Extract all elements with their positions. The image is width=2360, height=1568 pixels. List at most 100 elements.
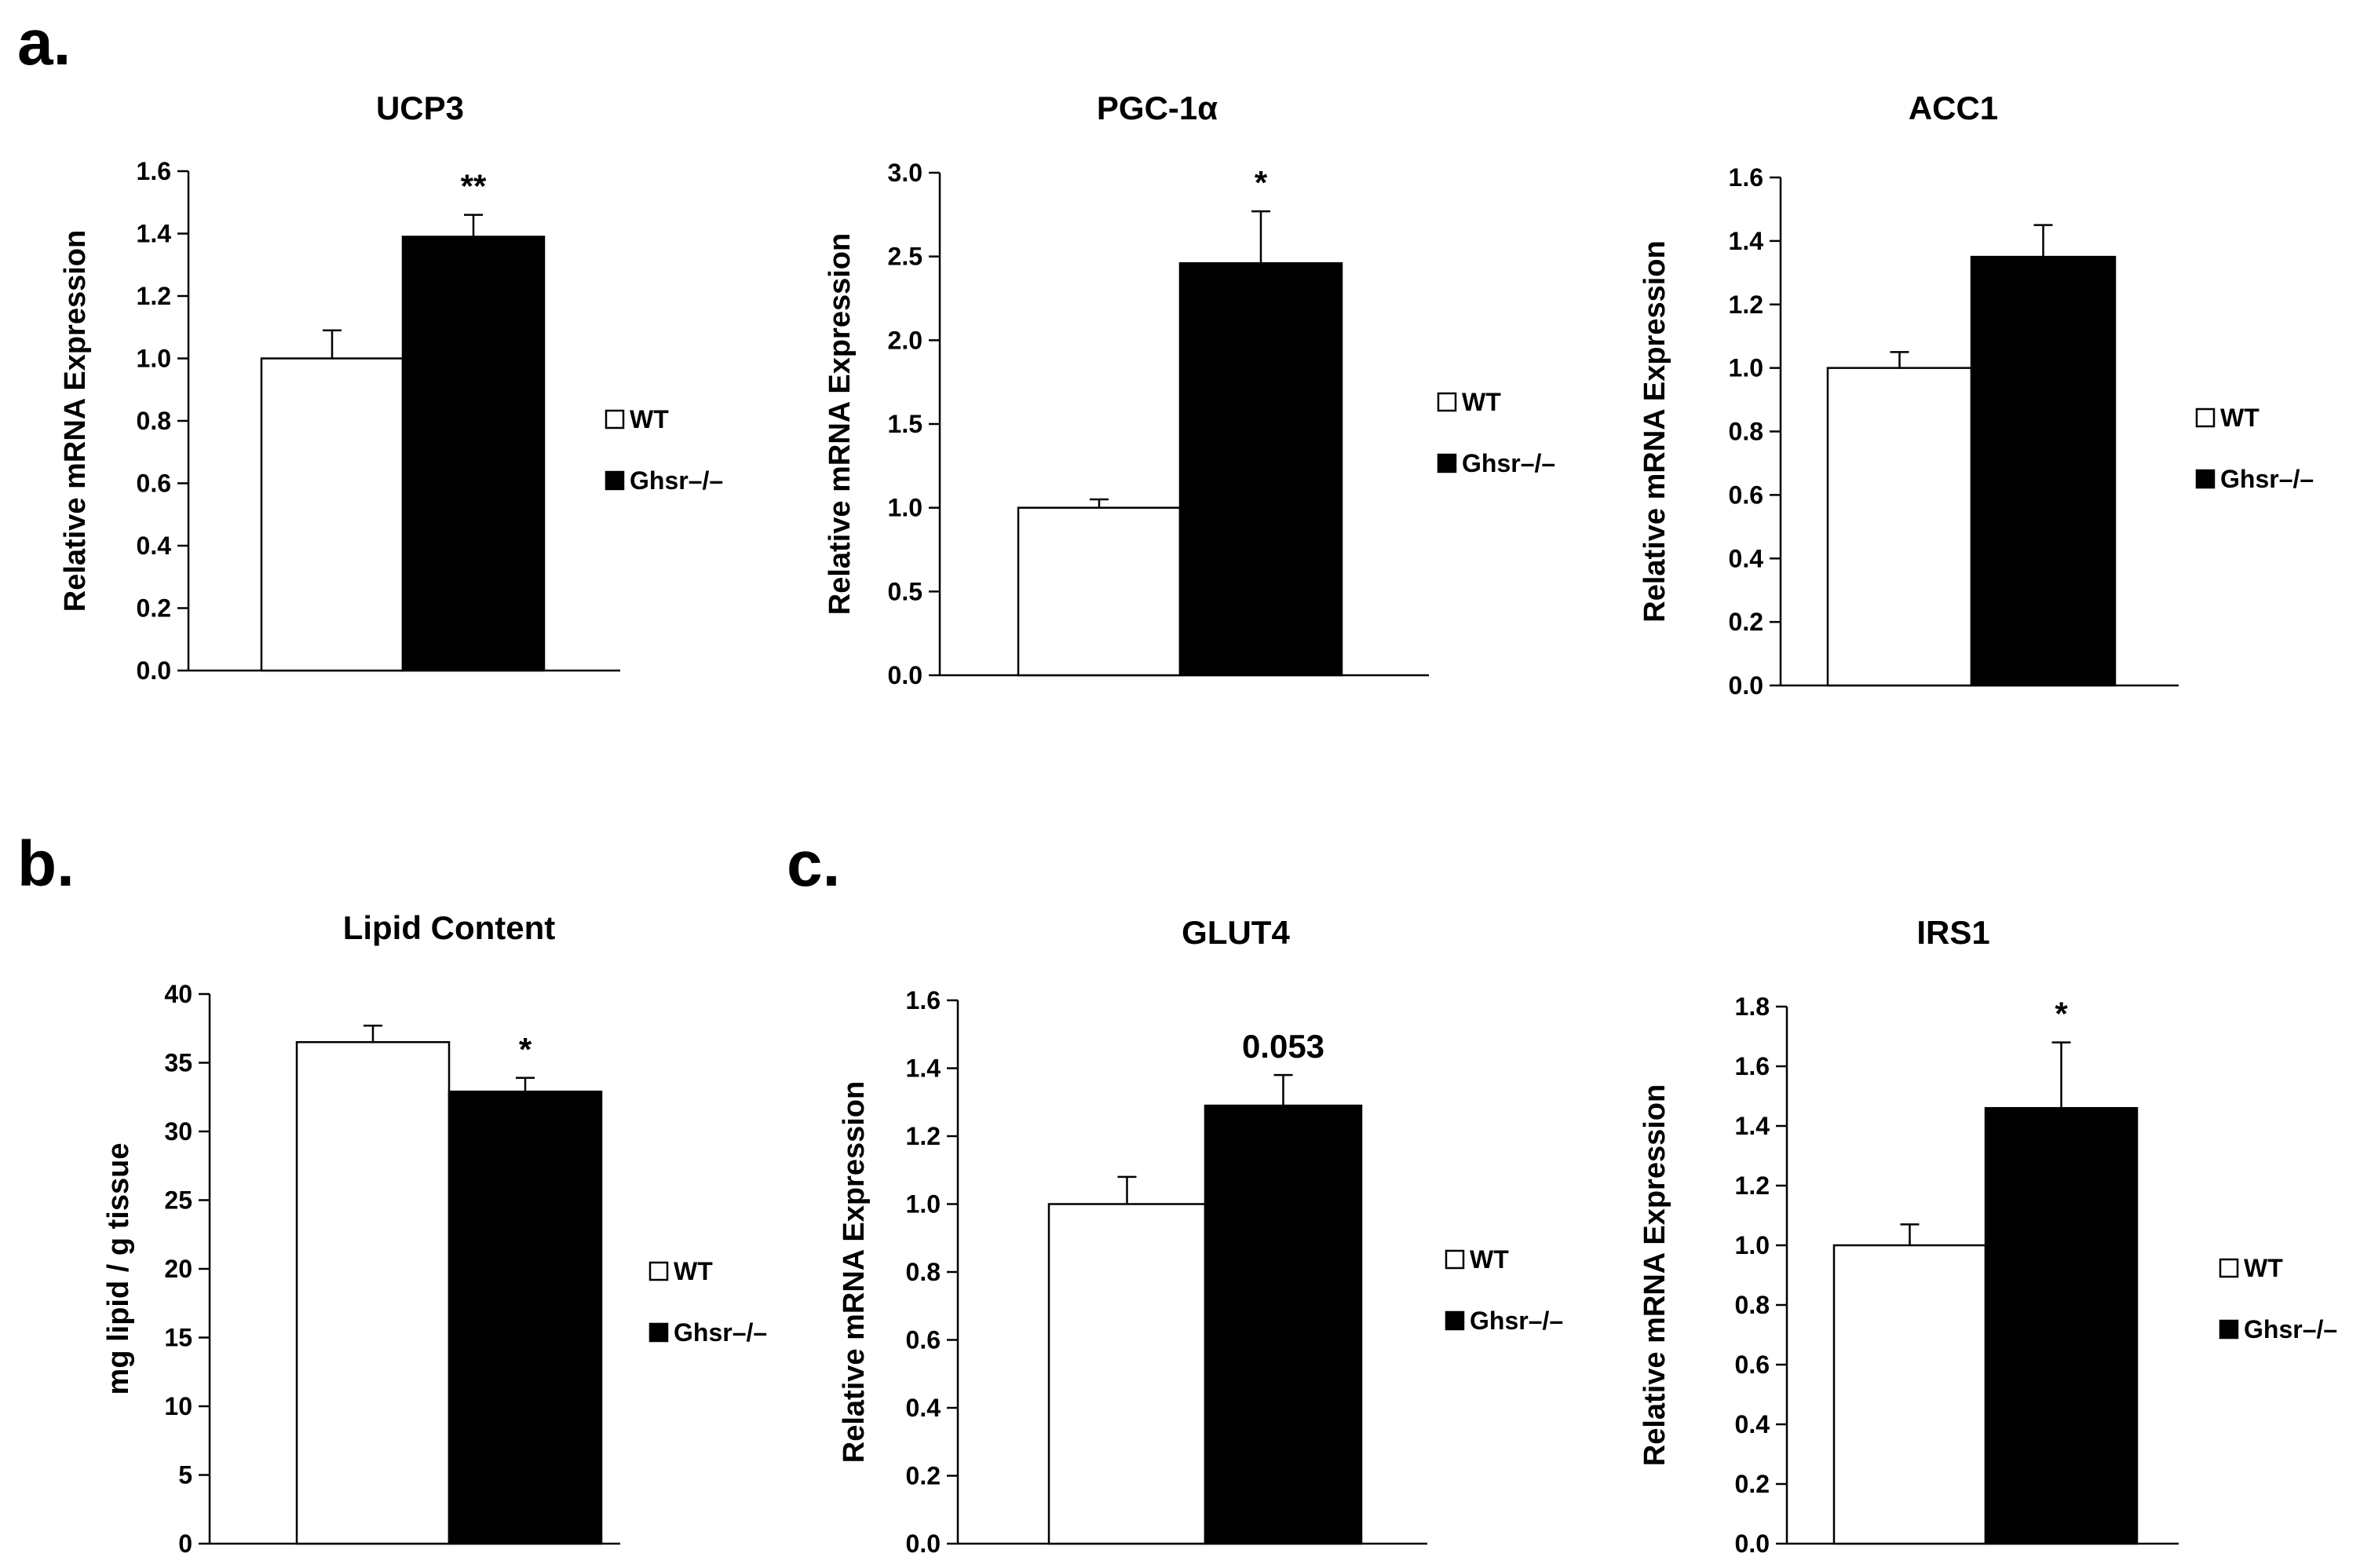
bar-wt (260, 357, 404, 672)
legend-label: Ghsr–/– (2220, 465, 2314, 493)
legend-swatch (648, 1261, 669, 1281)
y-tick-label: 0.0 (888, 661, 922, 689)
y-tick-label: 1.2 (906, 1122, 941, 1150)
y-tick-label: 0.6 (137, 470, 171, 498)
legend-label: Ghsr–/– (674, 1318, 767, 1347)
y-tick-label: 0.6 (1735, 1351, 1770, 1379)
legend-swatch (2219, 1319, 2239, 1340)
y-tick-label: 1.0 (906, 1190, 941, 1219)
y-axis-title: Relative mRNA Expression (59, 230, 92, 612)
legend-label: Ghsr–/– (1470, 1307, 1563, 1335)
chart-title: Lipid Content (343, 909, 556, 946)
bar-ghsr (1984, 1106, 2139, 1545)
chart-0: UCP3 0.0 0.2 0.4 0.6 0.8 1.0 1.2 1.4 1.6 Relative … (59, 90, 723, 685)
y-tick-label: 1.0 (1729, 354, 1763, 382)
legend-label: Ghsr–/– (2244, 1315, 2337, 1343)
y-tick-label: 0.2 (1735, 1470, 1770, 1498)
y-tick-label: 1.2 (137, 282, 171, 310)
legend-label: WT (674, 1257, 713, 1285)
y-tick-label: 0.0 (1729, 671, 1763, 700)
y-tick-label: 10 (164, 1392, 192, 1420)
y-tick-label: 1.6 (1729, 163, 1763, 192)
chart-3: Lipid Content 0 5 10 15 20 25 30 35 40 mg lipid / … (102, 909, 767, 1558)
y-tick-label: 1.2 (1729, 291, 1763, 319)
bar-ghsr (448, 1091, 603, 1545)
bar-ghsr (1970, 255, 2117, 687)
y-tick-label: 0.0 (137, 656, 171, 685)
legend-swatch (2195, 408, 2216, 428)
y-tick-label: 40 (164, 980, 192, 1008)
legend-swatch (605, 470, 625, 491)
y-tick-label: 0.4 (1735, 1410, 1770, 1438)
y-tick-label: 25 (164, 1186, 192, 1215)
chart-title: UCP3 (376, 90, 464, 126)
panel-label-a: a. (17, 7, 71, 79)
chart-4: GLUT4 0.0 0.2 0.4 0.6 0.8 1.0 1.2 1.4 1.6 Relative… (838, 914, 1563, 1558)
y-tick-label: 35 (164, 1049, 192, 1077)
y-tick-label: 1.8 (1735, 992, 1770, 1021)
legend-swatch (2195, 469, 2216, 489)
legend-label: Ghsr–/– (630, 466, 723, 495)
legend-label: Ghsr–/– (1462, 449, 1555, 477)
y-axis-title: Relative mRNA Expression (1638, 240, 1671, 622)
y-tick-label: 1.6 (906, 986, 941, 1014)
legend-label: WT (2244, 1254, 2283, 1282)
y-axis-title: Relative mRNA Expression (824, 233, 857, 615)
y-axis-title: Relative mRNA Expression (838, 1081, 871, 1463)
bar-ghsr (401, 236, 546, 672)
y-tick-label: 0.0 (906, 1530, 941, 1558)
significance-label: ** (461, 168, 487, 205)
y-tick-label: 0.2 (906, 1462, 941, 1490)
y-tick-label: 1.6 (137, 157, 171, 185)
y-tick-label: 15 (164, 1324, 192, 1352)
legend-label: WT (2220, 404, 2260, 432)
legend-swatch (1437, 453, 1457, 473)
y-tick-label: 0.5 (888, 577, 922, 605)
y-tick-label: 1.4 (1729, 227, 1764, 255)
y-axis-title: Relative mRNA Expression (1638, 1084, 1671, 1466)
significance-label: * (2055, 996, 2068, 1033)
legend-swatch (2219, 1258, 2239, 1278)
legend-label: WT (630, 405, 669, 433)
chart-2: ACC1 0.0 0.2 0.4 0.6 0.8 1.0 1.2 1.4 1.6 Relative … (1638, 90, 2314, 700)
chart-title: ACC1 (1909, 90, 1998, 126)
legend-label: WT (1470, 1245, 1509, 1274)
bar-ghsr (1178, 261, 1343, 677)
legend-swatch (1445, 1310, 1465, 1331)
panel-label-c: c. (787, 828, 840, 900)
significance-label: * (1255, 164, 1268, 201)
y-tick-label: 0.0 (1735, 1530, 1770, 1558)
y-tick-label: 0.8 (1729, 418, 1763, 446)
panel-label-b: b. (17, 828, 75, 900)
y-tick-label: 1.0 (137, 345, 171, 373)
bar-ghsr (1204, 1104, 1363, 1545)
bar-wt (1832, 1244, 1987, 1545)
y-tick-label: 2.5 (888, 243, 922, 271)
y-tick-label: 0.8 (1735, 1291, 1770, 1319)
y-tick-label: 1.4 (1735, 1112, 1770, 1140)
y-tick-label: 2.0 (888, 326, 922, 354)
y-tick-label: 3.0 (888, 159, 922, 187)
y-tick-label: 1.0 (888, 494, 922, 522)
bar-wt (1017, 506, 1182, 677)
bar-wt (1047, 1203, 1207, 1545)
y-tick-label: 20 (164, 1255, 192, 1283)
significance-label: 0.053 (1242, 1028, 1324, 1065)
y-tick-label: 0.8 (137, 407, 171, 435)
chart-title: IRS1 (1916, 914, 1989, 951)
y-tick-label: 1.4 (906, 1054, 941, 1083)
y-tick-label: 0.4 (1729, 544, 1764, 572)
y-tick-label: 0.4 (137, 532, 172, 560)
y-tick-label: 1.4 (137, 220, 172, 248)
y-tick-label: 0 (178, 1530, 192, 1558)
charts-group: UCP3 0.0 0.2 0.4 0.6 0.8 1.0 1.2 1.4 1.6 Relative … (59, 90, 2337, 1558)
y-tick-label: 0.6 (1729, 481, 1763, 509)
y-tick-label: 1.6 (1735, 1052, 1770, 1080)
y-tick-label: 30 (164, 1117, 192, 1146)
bar-wt (295, 1041, 451, 1545)
y-tick-label: 1.5 (888, 410, 922, 438)
y-tick-label: 0.4 (906, 1394, 941, 1422)
chart-1: PGC-1α 0.0 0.5 1.0 1.5 2.0 2.5 3.0 Relative mRNA… (824, 90, 1555, 689)
chart-title: PGC-1α (1097, 90, 1218, 126)
